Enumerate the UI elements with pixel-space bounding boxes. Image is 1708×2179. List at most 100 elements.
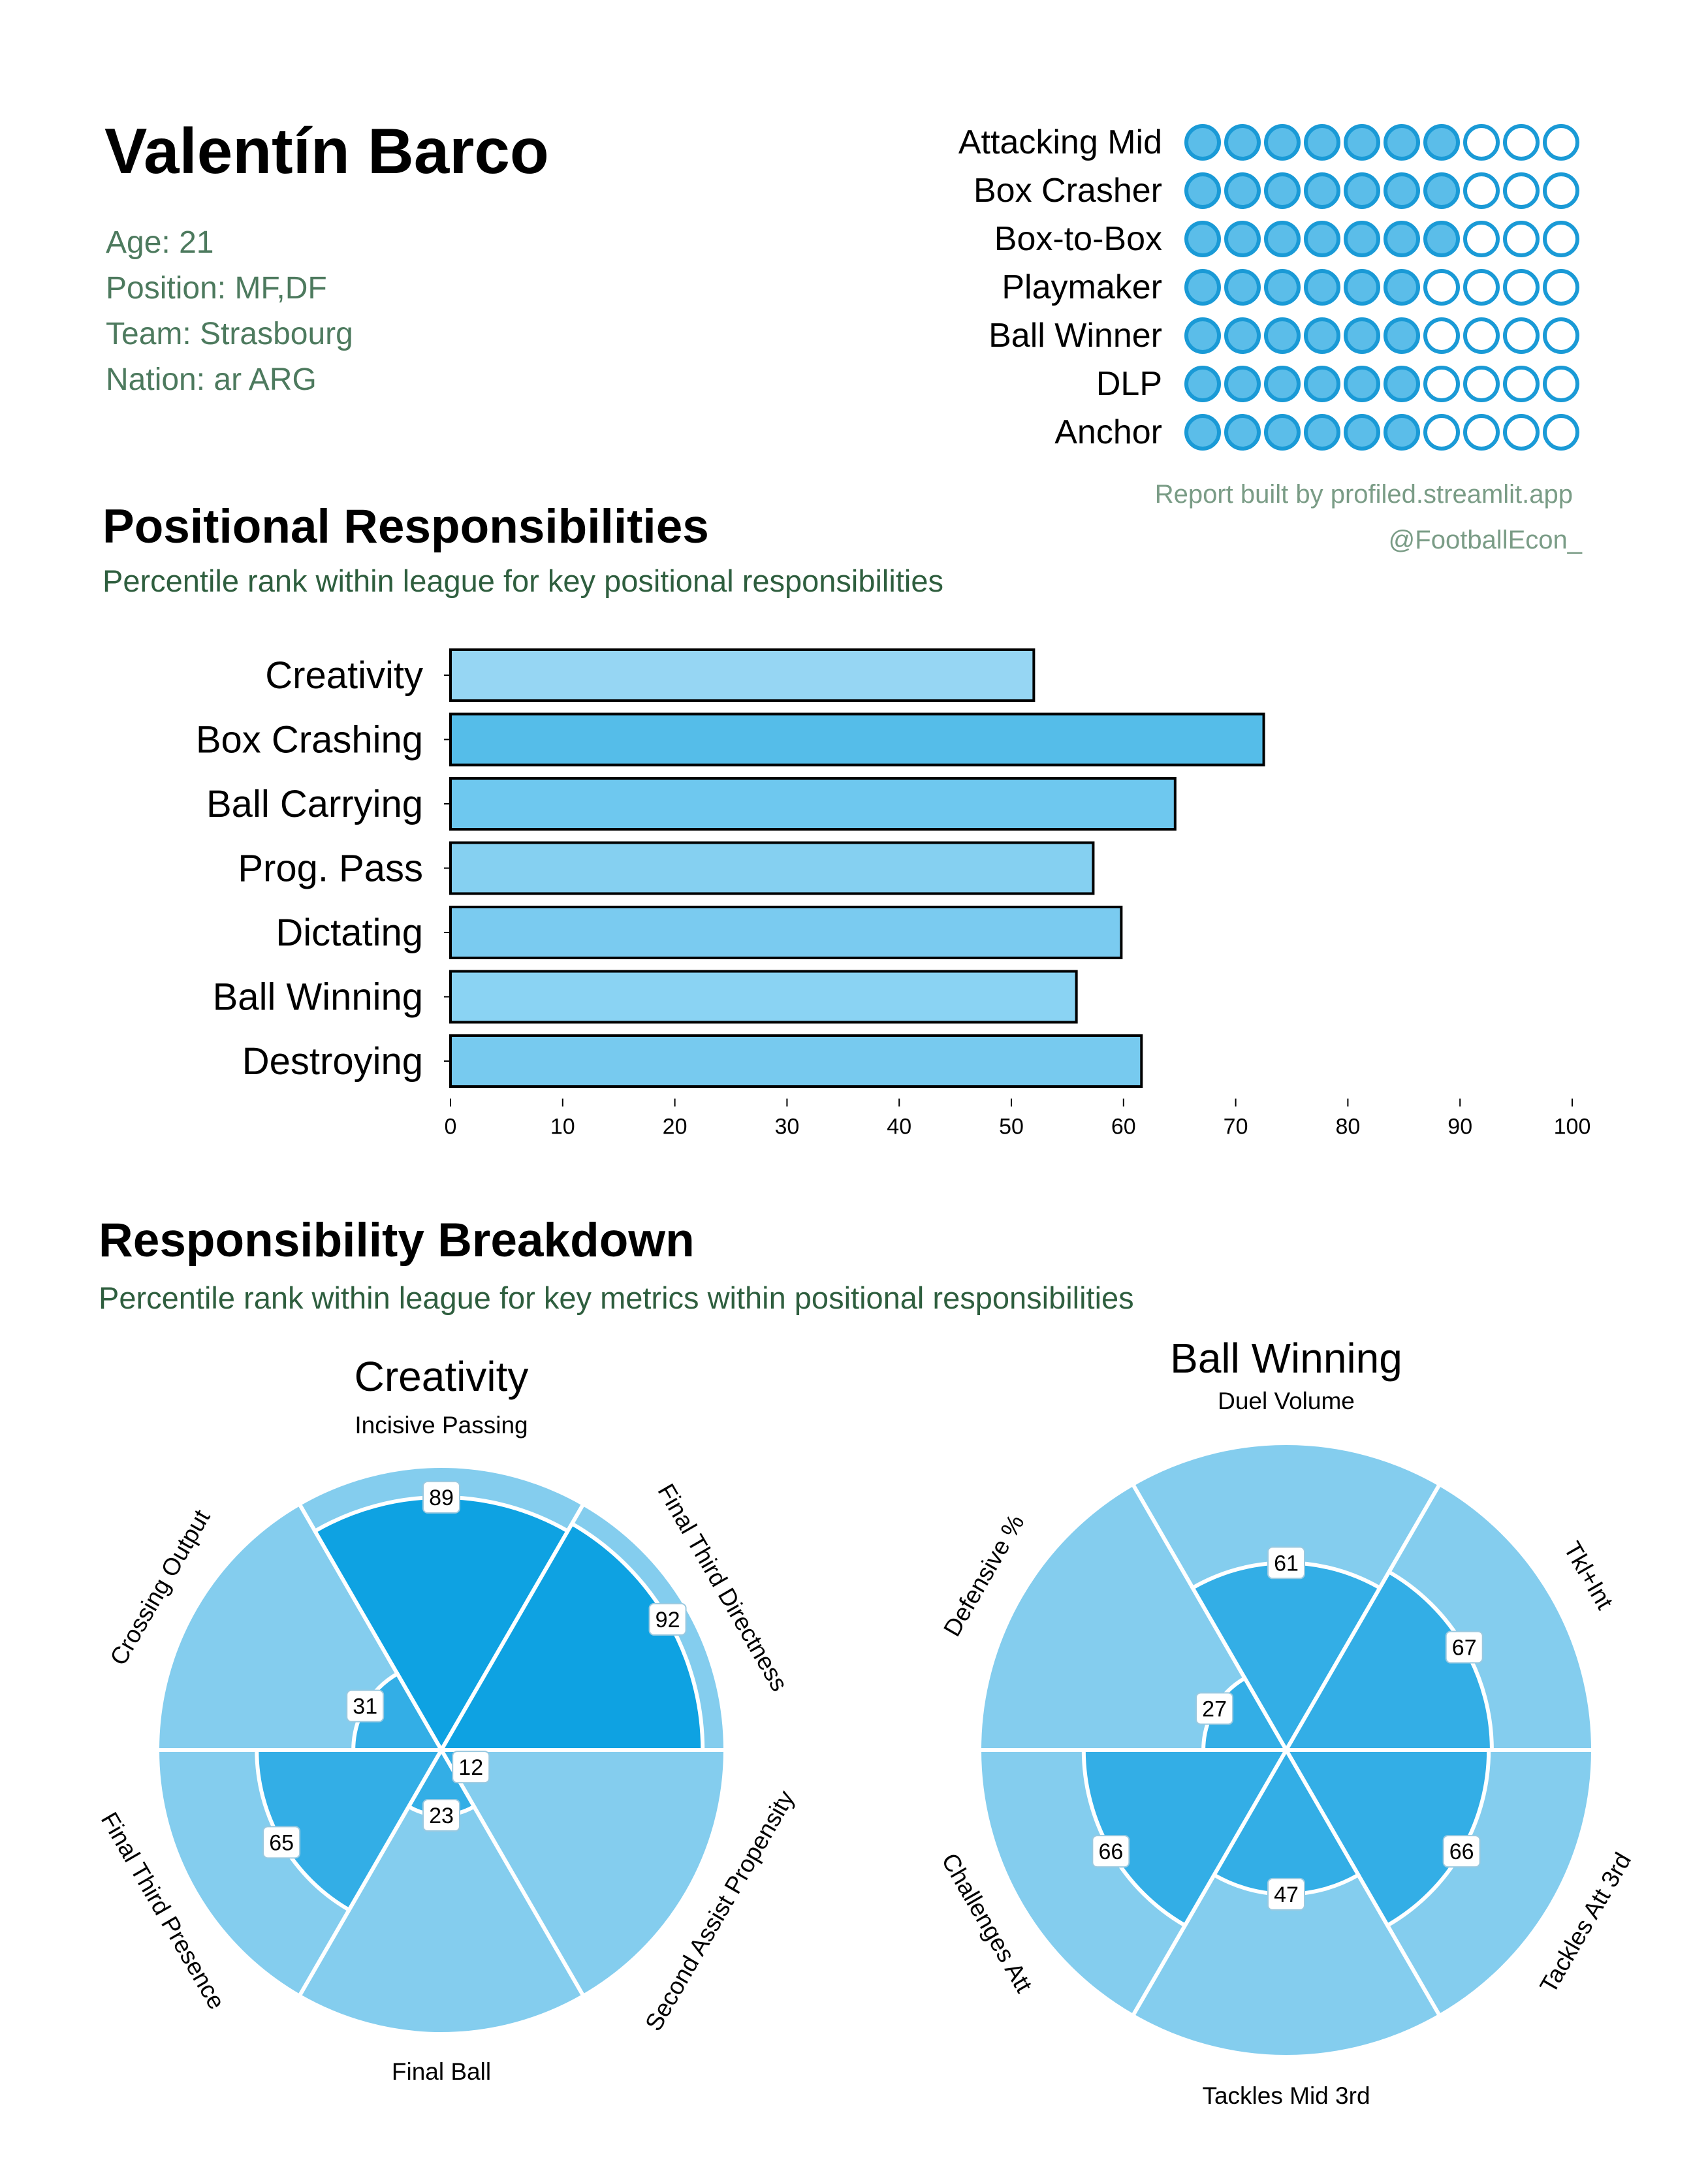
archetype-dot (1463, 124, 1500, 161)
value-box (1267, 1546, 1305, 1580)
archetype-dot (1543, 124, 1579, 161)
archetype-dot (1463, 269, 1500, 306)
archetype-dot (1384, 221, 1420, 257)
category-label-ball-winning: Ball Winning (213, 976, 423, 1019)
value-box (262, 1826, 301, 1859)
polar-title-creativity: Creativity (355, 1353, 529, 1400)
archetype-dot (1304, 269, 1340, 306)
archetype-dot (1384, 317, 1420, 354)
archetype-dot (1304, 317, 1340, 354)
value-box (452, 1751, 490, 1784)
metric-label-incisive-passing: Incisive Passing (355, 1412, 528, 1439)
archetype-label-box-to-box: Box-to-Box (994, 220, 1162, 258)
archetype-dot (1264, 317, 1301, 354)
archetype-dot (1503, 317, 1540, 354)
archetype-dot (1423, 414, 1460, 451)
author-handle: @FootballEcon_ (1388, 526, 1582, 554)
archetype-dot (1503, 366, 1540, 402)
archetype-dot (1423, 221, 1460, 257)
archetype-dot (1344, 124, 1380, 161)
player-team: Team: Strasbourg (106, 317, 353, 351)
archetype-dot (1503, 221, 1540, 257)
value-box (1445, 1630, 1483, 1664)
breakdown-subtitle: Percentile rank within league for key me… (99, 1280, 1134, 1315)
archetype-label-attacking-mid: Attacking Mid (958, 123, 1162, 161)
archetype-dot (1423, 124, 1460, 161)
category-label-box-crashing: Box Crashing (196, 719, 423, 761)
value-label-final-third-directness: 92 (656, 1608, 680, 1632)
archetype-dot (1184, 221, 1221, 257)
archetype-dot (1304, 221, 1340, 257)
player-name: Valentín Barco (104, 115, 549, 187)
archetype-label-playmaker: Playmaker (1002, 268, 1162, 306)
archetype-dot (1543, 317, 1579, 354)
archetype-dot (1384, 172, 1420, 209)
archetype-dot (1344, 414, 1380, 451)
x-tick-label: 100 (1554, 1115, 1591, 1139)
archetype-ratings: Attacking Mid Box Crasher Box-to-Box Playma… (958, 123, 1579, 451)
value-box (1195, 1692, 1234, 1725)
archetype-dot (1184, 124, 1221, 161)
archetype-dot (1384, 366, 1420, 402)
archetype-dot (1224, 366, 1261, 402)
positional-title: Positional Responsibilities (103, 500, 709, 553)
value-label-crossing-output: 31 (353, 1694, 377, 1719)
archetype-dot (1423, 172, 1460, 209)
archetype-dot (1543, 366, 1579, 402)
archetype-dot (1184, 317, 1221, 354)
archetype-dot (1224, 124, 1261, 161)
wedge-bg-crossing-output (155, 1501, 445, 1752)
archetype-dot (1224, 269, 1261, 306)
archetype-dot (1224, 317, 1261, 354)
archetype-dot (1304, 414, 1340, 451)
archetype-dot (1543, 221, 1579, 257)
archetype-dot (1224, 414, 1261, 451)
wedge-bg-defensive (977, 1481, 1290, 1752)
archetype-dot (1264, 124, 1301, 161)
metric-label-tkl-int: Tkl+Int (1558, 1537, 1619, 1614)
category-label-destroying: Destroying (242, 1040, 423, 1083)
positional-bar-chart: Creativity Box Crashing Ball Carrying Prog.… (196, 648, 1591, 1139)
breakdown-title: Responsibility Breakdown (99, 1214, 695, 1267)
archetype-dot (1344, 269, 1380, 306)
value-box (422, 1799, 460, 1832)
bar-ball-carrying (449, 777, 1177, 831)
archetype-dot (1423, 269, 1460, 306)
archetype-dot (1503, 124, 1540, 161)
value-label-challenges-att: 66 (1098, 1839, 1123, 1864)
archetype-dot (1184, 269, 1221, 306)
archetype-dot (1224, 221, 1261, 257)
wedge-bg-second-assist-propensity (437, 1748, 728, 1999)
value-label-tackles-att-3rd: 66 (1449, 1839, 1474, 1864)
x-tick-label: 40 (887, 1115, 911, 1139)
category-label-prog-pass: Prog. Pass (238, 848, 423, 890)
x-tick-label: 70 (1224, 1115, 1248, 1139)
x-tick-label: 90 (1447, 1115, 1472, 1139)
archetype-label-ball-winner: Ball Winner (988, 317, 1162, 355)
value-label-final-ball: 23 (429, 1804, 454, 1828)
archetype-dot (1224, 172, 1261, 209)
value-label-tackles-mid-3rd: 47 (1274, 1883, 1299, 1907)
report-credit: Report built by profiled.streamlit.app (1154, 480, 1573, 509)
archetype-dot (1264, 414, 1301, 451)
archetype-label-anchor: Anchor (1054, 413, 1162, 451)
archetype-dot (1184, 172, 1221, 209)
bar-prog-pass (449, 841, 1095, 895)
archetype-dot (1543, 269, 1579, 306)
value-label-incisive-passing: 89 (429, 1486, 454, 1510)
x-tick-label: 0 (445, 1115, 457, 1139)
archetype-dot (1463, 366, 1500, 402)
archetype-dot (1503, 172, 1540, 209)
value-label-final-third-presence: 65 (269, 1830, 294, 1855)
value-label-second-assist-propensity: 12 (458, 1755, 483, 1780)
archetype-dot (1264, 172, 1301, 209)
bar-box-crashing (449, 712, 1265, 767)
x-tick-label: 80 (1335, 1115, 1360, 1139)
value-box (648, 1602, 687, 1636)
archetype-label-box-crasher: Box Crasher (973, 172, 1162, 210)
archetype-dot (1344, 366, 1380, 402)
archetype-dot (1463, 221, 1500, 257)
polar-title-ball-winning: Ball Winning (1170, 1335, 1402, 1382)
